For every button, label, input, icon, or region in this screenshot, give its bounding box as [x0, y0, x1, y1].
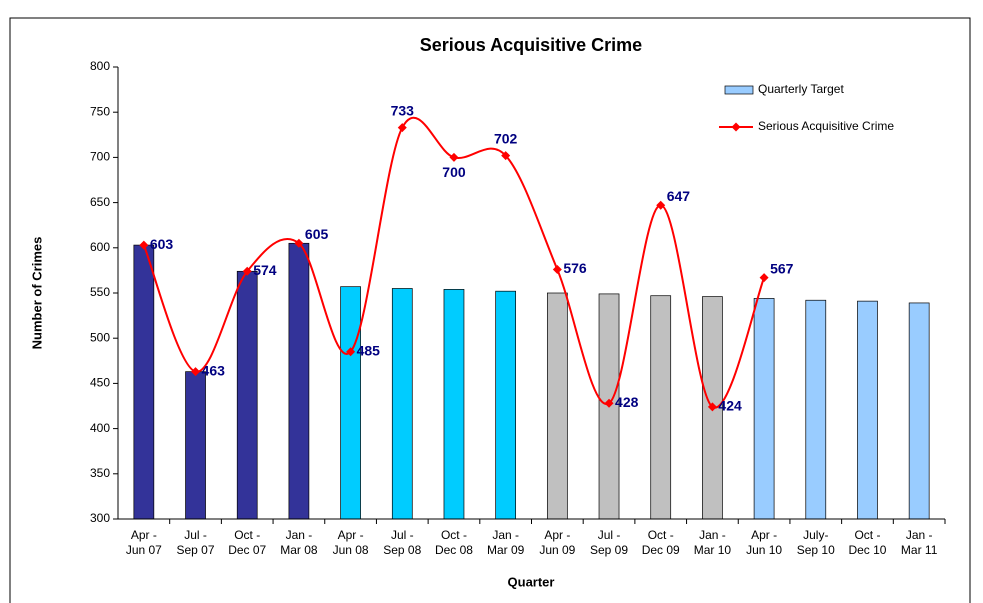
x-tick-label: Apr -	[544, 528, 570, 542]
line-marker	[346, 347, 356, 357]
line-marker	[759, 273, 769, 283]
x-axis-title: Quarter	[508, 574, 555, 589]
line-marker	[242, 266, 252, 276]
x-tick-label: Dec 10	[848, 543, 886, 557]
bar	[753, 298, 775, 520]
bar	[288, 242, 310, 520]
x-tick-label: Jan -	[699, 528, 726, 542]
line-marker	[449, 152, 459, 162]
y-tick-label: 350	[90, 466, 110, 480]
legend-label: Serious Acquisitive Crime	[758, 119, 894, 133]
bar	[650, 295, 672, 520]
x-tick-label: Dec 09	[642, 543, 680, 557]
line-marker	[191, 367, 201, 377]
bar	[495, 290, 517, 520]
x-tick-label: Dec 07	[228, 543, 266, 557]
y-tick-label: 500	[90, 330, 110, 344]
x-tick-label: Jun 07	[126, 543, 162, 557]
bar	[805, 299, 827, 520]
x-tick-label: Apr -	[131, 528, 157, 542]
x-tick-label: Mar 11	[901, 543, 938, 557]
x-tick-label: Oct -	[854, 528, 880, 542]
bar	[546, 292, 568, 520]
y-tick-label: 600	[90, 240, 110, 254]
line-marker	[604, 398, 614, 408]
y-tick-label: 550	[90, 285, 110, 299]
x-tick-label: Jan -	[906, 528, 933, 542]
x-tick-label: Jul -	[391, 528, 414, 542]
bar	[340, 286, 361, 520]
x-tick-label: Oct -	[648, 528, 674, 542]
data-label: 574	[253, 262, 277, 278]
line-marker	[294, 238, 304, 248]
x-tick-label: Mar 08	[280, 543, 318, 557]
data-label: 576	[563, 260, 587, 276]
line-marker	[139, 240, 149, 250]
data-label: 603	[150, 236, 174, 252]
x-tick-label: Mar 10	[694, 543, 732, 557]
x-tick-label: Sep 09	[590, 543, 628, 557]
data-label: 605	[305, 226, 329, 242]
data-label: 733	[391, 102, 415, 118]
data-label: 485	[357, 342, 381, 358]
y-axis-title: Number of Crimes	[29, 237, 44, 350]
line-marker	[707, 402, 717, 412]
legend-swatch-marker	[731, 122, 741, 132]
line-marker	[397, 123, 407, 133]
x-tick-label: Jan -	[492, 528, 519, 542]
data-label: 702	[494, 130, 518, 146]
y-tick-label: 650	[90, 195, 110, 209]
y-tick-label: 400	[90, 421, 110, 435]
data-label: 463	[202, 362, 226, 378]
data-label: 700	[442, 164, 466, 180]
x-tick-label: Apr -	[751, 528, 777, 542]
y-tick-label: 450	[90, 376, 110, 390]
x-tick-label: Jun 09	[539, 543, 575, 557]
x-tick-label: Jun 08	[333, 543, 369, 557]
x-tick-label: Oct -	[234, 528, 260, 542]
x-tick-label: July-	[803, 528, 828, 542]
x-tick-label: Mar 09	[487, 543, 525, 557]
legend-swatch	[724, 85, 754, 95]
x-tick-label: Sep 10	[797, 543, 835, 557]
y-tick-label: 750	[90, 104, 110, 118]
bar	[443, 289, 465, 520]
data-label: 424	[718, 398, 742, 414]
chart-title: Serious Acquisitive Crime	[420, 35, 642, 55]
bar	[133, 244, 155, 520]
x-tick-label: Dec 08	[435, 543, 473, 557]
legend-label: Quarterly Target	[758, 82, 844, 96]
data-label: 647	[667, 188, 691, 204]
x-tick-label: Sep 08	[383, 543, 421, 557]
bar	[857, 300, 878, 520]
y-tick-label: 300	[90, 511, 110, 525]
bar	[391, 288, 413, 520]
bar	[236, 270, 258, 520]
line-marker	[552, 264, 562, 274]
x-tick-label: Jan -	[286, 528, 313, 542]
bar	[185, 371, 206, 520]
x-tick-label: Oct -	[441, 528, 467, 542]
x-tick-label: Apr -	[338, 528, 364, 542]
line-marker	[656, 200, 666, 210]
x-tick-label: Jun 10	[746, 543, 782, 557]
data-label: 428	[615, 394, 639, 410]
bar	[908, 302, 930, 520]
line-marker	[501, 151, 511, 161]
y-tick-label: 800	[90, 59, 110, 73]
x-tick-label: Jul -	[184, 528, 207, 542]
x-tick-label: Jul -	[598, 528, 621, 542]
x-tick-label: Sep 07	[177, 543, 215, 557]
data-label: 567	[770, 260, 794, 276]
y-tick-label: 700	[90, 150, 110, 164]
